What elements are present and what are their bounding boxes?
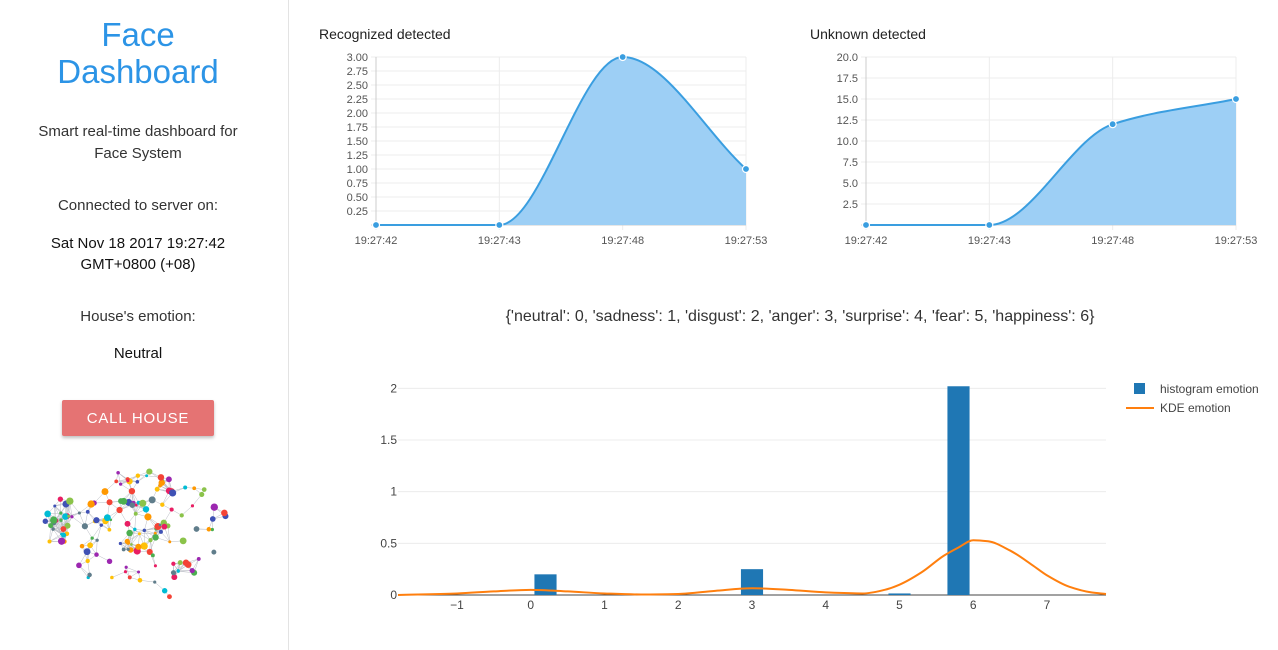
unknown-data-point xyxy=(861,220,871,230)
recognized-xtick-label: 19:27:48 xyxy=(601,235,644,247)
call-house-button[interactable]: CALL HOUSE xyxy=(62,400,214,436)
recognized-chart: 3.00 2.75 2.50 2.25 2.00 1.75 1.50 1.25 1.00 0.75… xyxy=(347,52,768,247)
unknown-ytick-label: 2.5 xyxy=(843,199,858,211)
hist-xtick-label: 6 xyxy=(970,598,977,612)
histogram-bar xyxy=(947,386,970,595)
hist-xtick-label: 2 xyxy=(675,598,682,612)
connected-time: Sat Nov 18 2017 19:27:42 GMT+0800 (+08) xyxy=(0,233,276,275)
recognized-ytick-label: 2.00 xyxy=(347,108,368,120)
app-title-line2: Dashboard xyxy=(57,53,219,90)
hist-xtick-label: 3 xyxy=(749,598,756,612)
unknown-chart-title: Unknown detected xyxy=(810,26,926,42)
recognized-ytick-label: 1.00 xyxy=(347,164,368,176)
legend-label-kde: KDE emotion xyxy=(1160,401,1231,415)
hist-ytick-label: 2 xyxy=(390,381,397,395)
subtitle-line1: Smart real-time dashboard for xyxy=(38,123,238,140)
sidebar: Face Dashboard Smart real-time dashboard… xyxy=(0,0,289,650)
hist-xtick-label: 7 xyxy=(1044,598,1051,612)
unknown-data-point xyxy=(985,220,994,230)
histogram-bar xyxy=(534,574,557,595)
unknown-ytick-label: 5.0 xyxy=(843,178,858,190)
hist-ytick-label: 1.5 xyxy=(380,433,397,447)
app-title: Face Dashboard xyxy=(0,16,276,90)
unknown-data-point xyxy=(1108,120,1117,129)
unknown-ytick-label: 7.5 xyxy=(843,157,858,169)
legend-swatch-histogram xyxy=(1134,383,1145,394)
unknown-ytick-label: 10.0 xyxy=(837,136,858,148)
hist-ytick-label: 1 xyxy=(390,485,397,499)
hist-xtick-label: 5 xyxy=(896,598,903,612)
recognized-series-line xyxy=(375,55,747,227)
emotion-histogram-chart: 0 0.5 1 1.5 2 −1 0 1 2 3 4 5 6 7 histogram emotion KDE … xyxy=(380,381,1259,612)
recognized-chart-title: Recognized detected xyxy=(319,26,451,42)
hist-xtick-label: −1 xyxy=(450,598,464,612)
recognized-xtick-label: 19:27:43 xyxy=(478,235,521,247)
histogram-bar xyxy=(888,593,911,595)
subtitle-line2: Face System xyxy=(94,145,182,162)
emotion-value: Neutral xyxy=(113,345,163,362)
unknown-area-fill xyxy=(866,99,1236,225)
kde-line xyxy=(397,539,1107,596)
recognized-data-point xyxy=(618,52,627,62)
app-title-line1: Face xyxy=(101,16,175,53)
recognized-data-point xyxy=(741,164,751,174)
recognized-xtick-label: 19:27:42 xyxy=(355,235,398,247)
unknown-chart: 20.0 17.5 15.0 12.5 10.0 7.5 5.0 2.5 19:27:42 19:… xyxy=(837,52,1258,247)
hist-xtick-label: 0 xyxy=(527,598,534,612)
recognized-ytick-label: 1.50 xyxy=(347,136,368,148)
hist-xtick-label: 1 xyxy=(601,598,608,612)
hist-xtick-label: 4 xyxy=(822,598,829,612)
recognized-ytick-label: 0.25 xyxy=(347,206,368,218)
recognized-ytick-label: 1.75 xyxy=(347,122,368,134)
recognized-ytick-label: 1.25 xyxy=(347,150,368,162)
brain-network-icon xyxy=(42,468,229,600)
unknown-ytick-label: 17.5 xyxy=(837,73,858,85)
recognized-data-point xyxy=(371,220,381,230)
connected-label: Connected to server on: xyxy=(57,197,219,214)
recognized-data-point xyxy=(495,220,504,230)
unknown-ytick-label: 12.5 xyxy=(837,115,858,127)
histogram-bar xyxy=(740,569,764,595)
emotion-mapping-text: {'neutral': 0, 'sadness': 1, 'disgust': … xyxy=(505,308,1095,325)
recognized-xtick-label: 19:27:53 xyxy=(725,235,768,247)
hist-ytick-label: 0 xyxy=(390,588,397,602)
hist-ytick-label: 0.5 xyxy=(380,536,397,550)
legend-label-histogram: histogram emotion xyxy=(1160,382,1259,396)
unknown-series-line xyxy=(865,98,1237,227)
emotion-label: House's emotion: xyxy=(80,308,196,325)
app-subtitle: Smart real-time dashboard for Face Syste… xyxy=(0,121,276,165)
unknown-data-point xyxy=(1231,94,1241,104)
connected-time-line1: Sat Nov 18 2017 19:27:42 xyxy=(50,235,226,252)
connected-time-line2: GMT+0800 (+08) xyxy=(80,256,196,273)
unknown-ytick-label: 15.0 xyxy=(837,94,858,106)
unknown-xtick-label: 19:27:48 xyxy=(1091,235,1134,247)
recognized-ytick-label: 0.75 xyxy=(347,178,368,190)
unknown-xtick-label: 19:27:42 xyxy=(845,235,888,247)
recognized-ytick-label: 0.50 xyxy=(347,192,368,204)
unknown-ytick-label: 20.0 xyxy=(837,52,858,64)
unknown-xtick-label: 19:27:53 xyxy=(1215,235,1258,247)
recognized-ytick-label: 2.25 xyxy=(347,94,368,106)
unknown-xtick-label: 19:27:43 xyxy=(968,235,1011,247)
recognized-ytick-label: 2.50 xyxy=(347,80,368,92)
recognized-ytick-label: 2.75 xyxy=(347,66,368,78)
recognized-ytick-label: 3.00 xyxy=(347,52,368,64)
